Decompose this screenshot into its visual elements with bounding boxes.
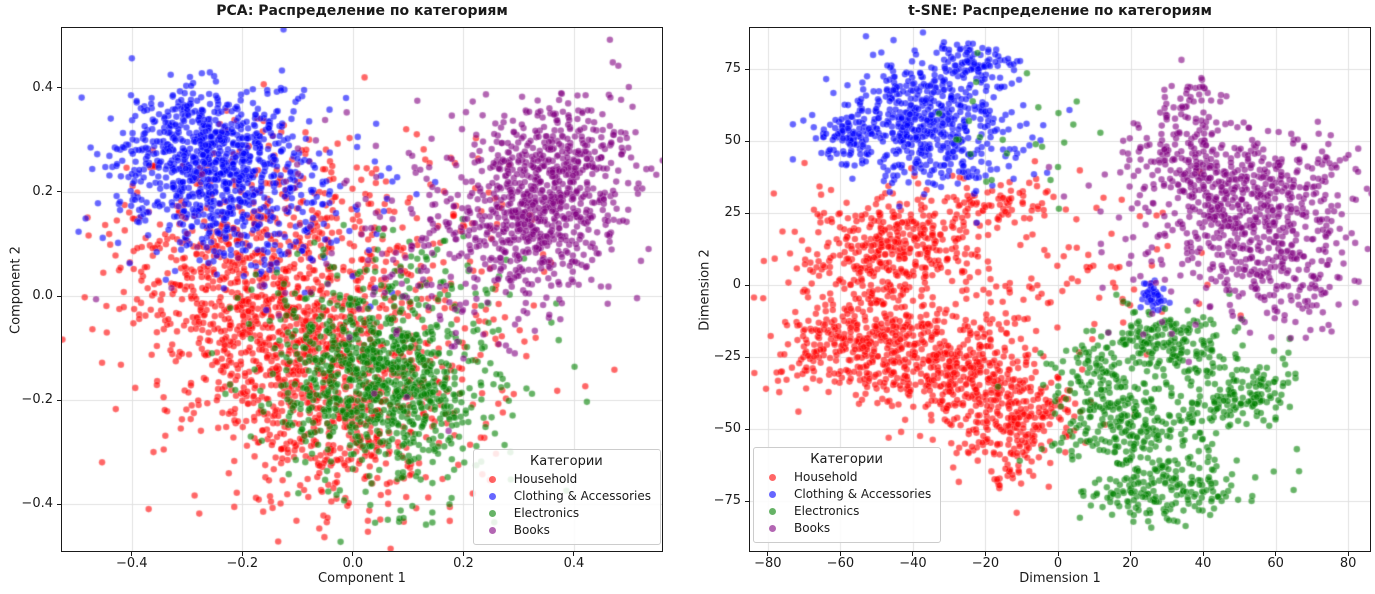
pca-y-tick-mark	[57, 87, 61, 89]
pca-y-tick-label: −0.2	[21, 392, 53, 408]
pca-x-tick-label: 0.4	[563, 556, 585, 571]
tsne-x-tick-mark	[1347, 552, 1349, 556]
tsne-y-tick-label: −75	[713, 493, 741, 509]
legend-label-books: Books	[513, 523, 550, 537]
tsne-plot-title: t-SNE: Распределение по категориям	[908, 3, 1212, 19]
pca-x-tick-mark	[462, 552, 464, 556]
tsne-x-tick-label: 80	[1339, 556, 1357, 571]
pca-y-tick-mark	[57, 399, 61, 401]
legend-label-clothing-accessories: Clothing & Accessories	[513, 489, 651, 503]
tsne-x-tick-mark	[839, 552, 841, 556]
pca-y-tick-label: −0.4	[21, 496, 53, 512]
pca-y-tick-label: 0.0	[32, 288, 53, 303]
tsne-x-tick-label: −40	[899, 556, 927, 571]
tsne-xaxis-label: Dimension 1	[1019, 571, 1101, 586]
pca-y-tick-label: 0.2	[32, 183, 53, 199]
pca-x-tick-mark	[573, 552, 575, 556]
electronics-dot-icon	[488, 510, 496, 517]
tsne-x-tick-mark	[1130, 552, 1132, 556]
tsne-y-tick-mark	[745, 284, 749, 286]
legend-label-household: Household	[513, 472, 578, 486]
tsne-legend-title: Категории	[810, 452, 883, 467]
tsne-y-tick-label: −25	[713, 349, 741, 365]
tsne-y-tick-mark	[745, 500, 749, 502]
tsne-y-tick-mark	[745, 68, 749, 70]
tsne-x-tick-label: 20	[1122, 556, 1139, 571]
tsne-y-tick-mark	[745, 140, 749, 142]
clothing-accessories-dot-icon	[769, 491, 776, 498]
pca-y-tick-mark	[57, 503, 61, 505]
books-dot-icon	[488, 527, 496, 534]
tsne-legend: Категории Household Clothing & Accessorie…	[753, 447, 942, 543]
tsne-x-tick-label: 40	[1194, 556, 1212, 571]
pca-y-tick-mark	[57, 191, 61, 193]
pca-y-tick-mark	[57, 295, 61, 297]
books-dot-icon	[769, 525, 776, 532]
tsne-x-tick-label: 60	[1267, 556, 1284, 571]
pca-x-tick-mark	[241, 552, 243, 556]
legend-item-household: Household	[762, 469, 931, 486]
tsne-x-tick-label: −20	[971, 556, 1000, 571]
pca-y-tick-label: 0.4	[32, 79, 53, 95]
tsne-legend-items: Household Clothing & Accessories Electroni…	[762, 469, 931, 537]
tsne-y-tick-label: 25	[724, 205, 741, 221]
tsne-x-tick-label: −80	[754, 556, 782, 571]
tsne-x-tick-mark	[767, 552, 769, 556]
pca-plot-title: PCA: Распределение по категориям	[216, 3, 508, 19]
pca-x-tick-mark	[352, 552, 354, 556]
legend-label-clothing-accessories: Clothing & Accessories	[794, 487, 932, 501]
tsne-y-tick-label: −50	[713, 421, 741, 437]
clothing-accessories-dot-icon	[488, 493, 496, 500]
electronics-dot-icon	[769, 508, 776, 515]
pca-legend-title: Категории	[530, 454, 603, 469]
tsne-y-tick-mark	[745, 356, 749, 358]
tsne-x-tick-mark	[1057, 552, 1059, 556]
pca-yaxis-label: Component 2	[8, 245, 24, 334]
legend-item-household: Household	[482, 471, 651, 488]
tsne-yaxis-label: Dimension 2	[697, 248, 713, 331]
legend-label-electronics: Electronics	[513, 506, 580, 520]
tsne-y-tick-label: 50	[724, 133, 741, 149]
tsne-x-tick-mark	[912, 552, 914, 556]
tsne-x-tick-mark	[984, 552, 986, 556]
tsne-y-tick-label: 0	[732, 277, 741, 293]
pca-legend: Категории Household Clothing & Accessorie…	[472, 449, 661, 545]
household-dot-icon	[488, 476, 496, 483]
pca-xaxis-label: Component 1	[318, 571, 406, 586]
pca-x-tick-label: 0.0	[342, 556, 364, 571]
pca-x-tick-label: 0.2	[453, 556, 474, 571]
legend-item-books: Books	[482, 522, 651, 539]
legend-item-electronics: Electronics	[762, 503, 931, 520]
pca-x-tick-label: −0.2	[226, 556, 259, 571]
legend-label-electronics: Electronics	[794, 504, 860, 518]
legend-item-books: Books	[762, 520, 931, 537]
tsne-y-tick-label: 75	[724, 61, 741, 77]
household-dot-icon	[769, 474, 776, 481]
tsne-x-tick-mark	[1202, 552, 1204, 556]
pca-x-tick-label: −0.4	[115, 556, 148, 571]
tsne-x-tick-label: −60	[826, 556, 855, 571]
tsne-y-tick-mark	[745, 212, 749, 214]
tsne-x-tick-label: 0	[1053, 556, 1063, 571]
tsne-y-tick-mark	[745, 428, 749, 430]
legend-label-books: Books	[794, 521, 831, 535]
legend-item-electronics: Electronics	[482, 505, 651, 522]
tsne-x-tick-mark	[1275, 552, 1277, 556]
legend-item-clothing-accessories: Clothing & Accessories	[762, 486, 931, 503]
legend-item-clothing-accessories: Clothing & Accessories	[482, 488, 651, 505]
pca-x-tick-mark	[131, 552, 133, 556]
pca-legend-items: Household Clothing & Accessories Electroni…	[482, 471, 651, 539]
legend-label-household: Household	[794, 470, 858, 484]
